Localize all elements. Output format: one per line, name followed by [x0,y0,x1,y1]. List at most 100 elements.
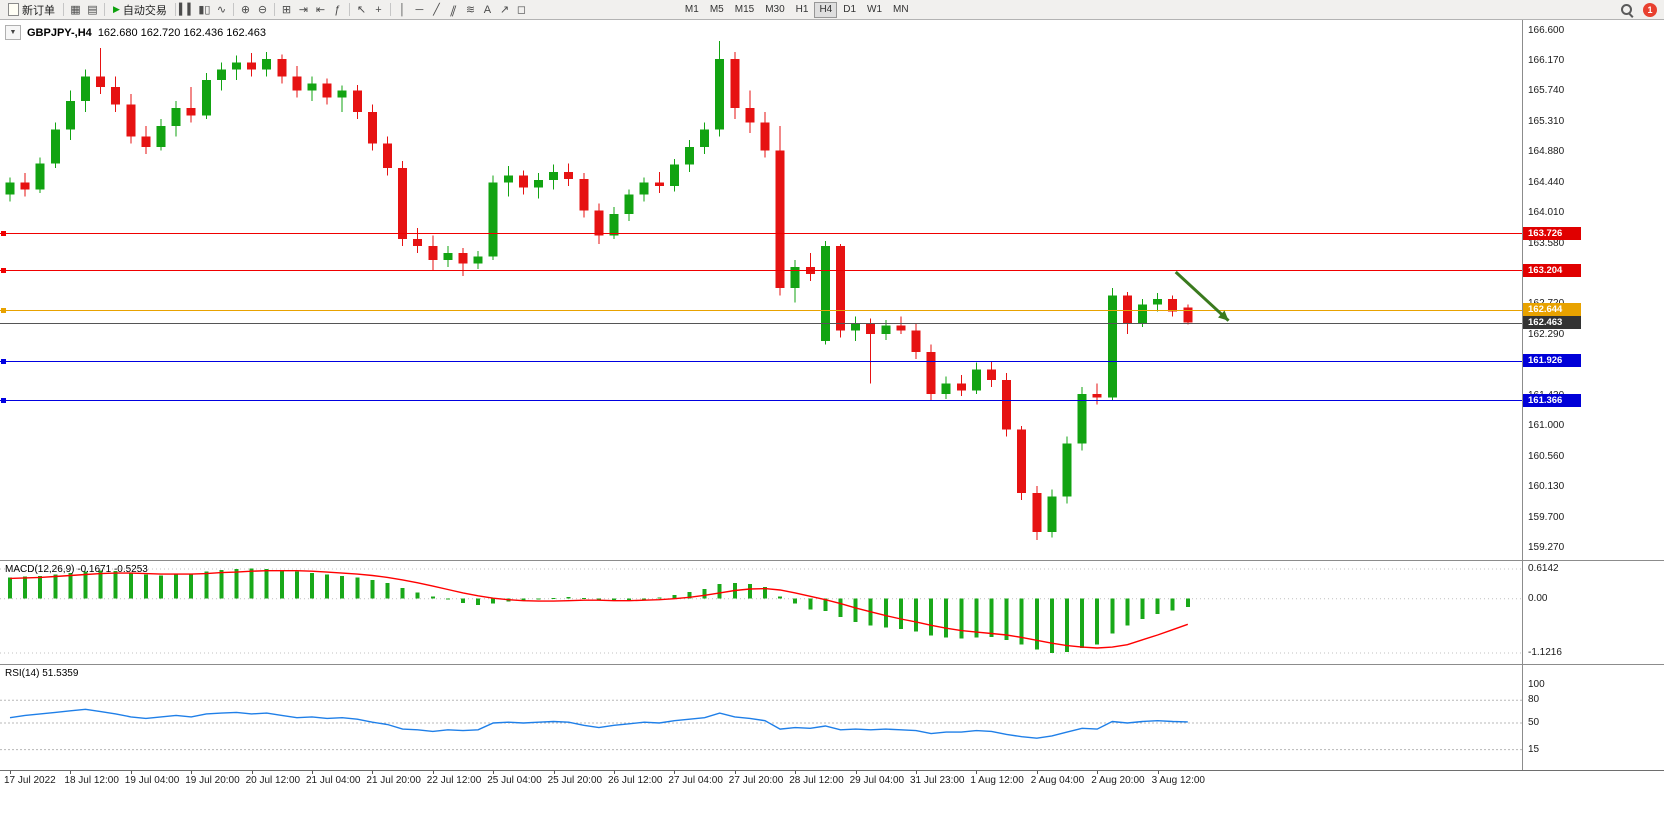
time-axis[interactable]: 17 Jul 2022 18 Jul 12:00 19 Jul 04:00 19 Ju… [0,771,1522,792]
time-tick [1036,771,1038,774]
rsi-label: RSI(14) 51.5359 [5,668,79,679]
candlestick-chart-icon[interactable]: ▮▯ [198,4,211,16]
ohlc-values: 162.680 162.720 162.436 162.463 [97,26,267,39]
macd-histogram [8,568,1190,653]
timeframe-d1[interactable]: D1 [838,2,861,18]
fibonacci-icon[interactable]: ≋ [465,4,476,16]
axis-label: 50 [1528,717,1540,728]
timeframe-group: M1 M5 M15 M30 H1 H4 D1 W1 MN [680,1,914,18]
time-label: 22 Jul 12:00 [426,775,482,786]
timeframe-m5[interactable]: M5 [705,2,729,18]
cursor-icon[interactable]: ↖ [356,4,367,16]
axis-label: 160.560 [1528,450,1565,462]
candlestick-series [5,41,1193,541]
rsi-panel-separator[interactable] [0,664,1664,665]
time-label: 17 Jul 2022 [4,775,56,786]
horizontal-lines[interactable] [0,231,1522,403]
timeframe-m1[interactable]: M1 [680,2,704,18]
time-label: 29 Jul 04:00 [849,775,905,786]
play-icon: ▶ [113,4,120,14]
trendline-icon[interactable]: ╱ [433,4,440,16]
time-label: 1 Aug 12:00 [970,775,1024,786]
zoom-out-icon[interactable]: ⊖ [257,4,268,16]
auto-trading-label: 自动交易 [122,4,167,17]
timeframe-w1[interactable]: W1 [862,2,887,18]
new-order-icon [8,3,19,16]
search-icon[interactable] [1620,3,1633,16]
time-label: 21 Jul 20:00 [366,775,421,786]
rsi-chart[interactable] [0,665,1522,770]
time-tick [916,771,917,774]
timeframe-m30[interactable]: M30 [760,2,789,18]
axis-label: 160.130 [1528,481,1565,493]
time-label: 19 Jul 20:00 [185,775,240,786]
toolbar-separator [63,3,64,16]
time-tick [70,771,72,774]
time-label: 20 Jul 12:00 [245,775,301,786]
timeframe-h4[interactable]: H4 [814,1,838,18]
time-label: 2 Aug 20:00 [1091,775,1145,786]
toolbar: 新订单 ▦ ▤ ▶ 自动交易 ▍▍ ▮▯ ∿ ⊕ ⊖ ⊞ ⇥ ⇤ ƒ ↖ + │… [0,0,1664,20]
arrow-annotation[interactable] [1174,270,1230,322]
one-click-trading-toggle[interactable]: ▼ [5,25,21,40]
indicators-icon[interactable]: ƒ [334,3,341,16]
axis-label: 164.880 [1528,146,1565,157]
time-tick [493,771,495,774]
time-label: 27 Jul 04:00 [668,775,723,786]
bar-chart-icon[interactable]: ▍▍ [178,4,196,16]
new-order-button[interactable]: 新订单 [3,1,60,19]
price-level-badge: 163.726 [1523,226,1581,240]
symbol-label: GBPJPY-,H4 [27,26,92,39]
axis-label: 15 [1528,743,1540,755]
crosshair-icon[interactable]: + [375,3,382,16]
macd-chart[interactable] [0,561,1522,664]
tile-windows-icon[interactable]: ⊞ [281,4,292,16]
new-chart-icon[interactable]: ▦ [70,4,81,16]
arrow-tool-icon[interactable]: ↗ [499,4,510,16]
time-label: 27 Jul 20:00 [728,775,784,786]
toolbar-right-group: 1 [1620,2,1661,17]
time-label: 2 Aug 04:00 [1030,775,1085,786]
price-level-badge: 161.926 [1523,354,1581,368]
time-tick [432,771,434,774]
profiles-icon[interactable]: ▤ [87,4,98,16]
auto-trading-button[interactable]: ▶ 自动交易 [108,1,172,19]
time-tick [614,771,615,774]
macd-signal-line [9,569,1189,649]
axis-label: 161.000 [1528,419,1565,431]
axis-label: 166.600 [1528,24,1565,36]
current-price-badge: 162.463 [1523,316,1581,330]
shapes-icon[interactable]: ◻ [516,4,526,16]
price-axis[interactable]: 166.600 166.170 165.740 165.310 164.880 164.4… [1523,0,1663,800]
zoom-in-icon[interactable]: ⊕ [240,4,251,16]
time-tick [976,771,978,774]
chart-shift-icon[interactable]: ⇤ [315,4,326,16]
main-chart[interactable] [0,20,1522,560]
toolbar-separator [174,3,176,16]
auto-scroll-icon[interactable]: ⇥ [298,4,309,16]
time-tick [734,771,736,774]
toolbar-separator [104,3,105,16]
toolbar-separator [273,3,275,16]
rsi-line [9,708,1188,739]
horizontal-line-icon[interactable]: ─ [415,3,424,16]
timeframe-mn[interactable]: MN [888,2,914,18]
text-tool-icon[interactable]: A [483,3,492,16]
timeframe-m15[interactable]: M15 [730,2,759,18]
axis-label: 80 [1528,694,1540,706]
line-chart-icon[interactable]: ∿ [216,4,227,16]
axis-label: 164.440 [1528,177,1565,189]
time-tick [130,771,132,774]
time-tick [1157,771,1159,774]
new-order-label: 新订单 [22,4,55,17]
vertical-line-icon[interactable]: │ [398,3,406,16]
time-label: 28 Jul 12:00 [789,775,844,786]
macd-panel-separator[interactable] [0,560,1664,561]
axis-label: 159.270 [1528,542,1565,553]
timeframe-h1[interactable]: H1 [791,2,814,18]
time-label: 26 Jul 12:00 [608,775,663,786]
axis-label: 164.010 [1528,207,1565,219]
axis-label: 166.170 [1528,54,1565,66]
price-level-badge: 162.644 [1523,303,1581,317]
notification-badge[interactable]: 1 [1643,2,1657,17]
